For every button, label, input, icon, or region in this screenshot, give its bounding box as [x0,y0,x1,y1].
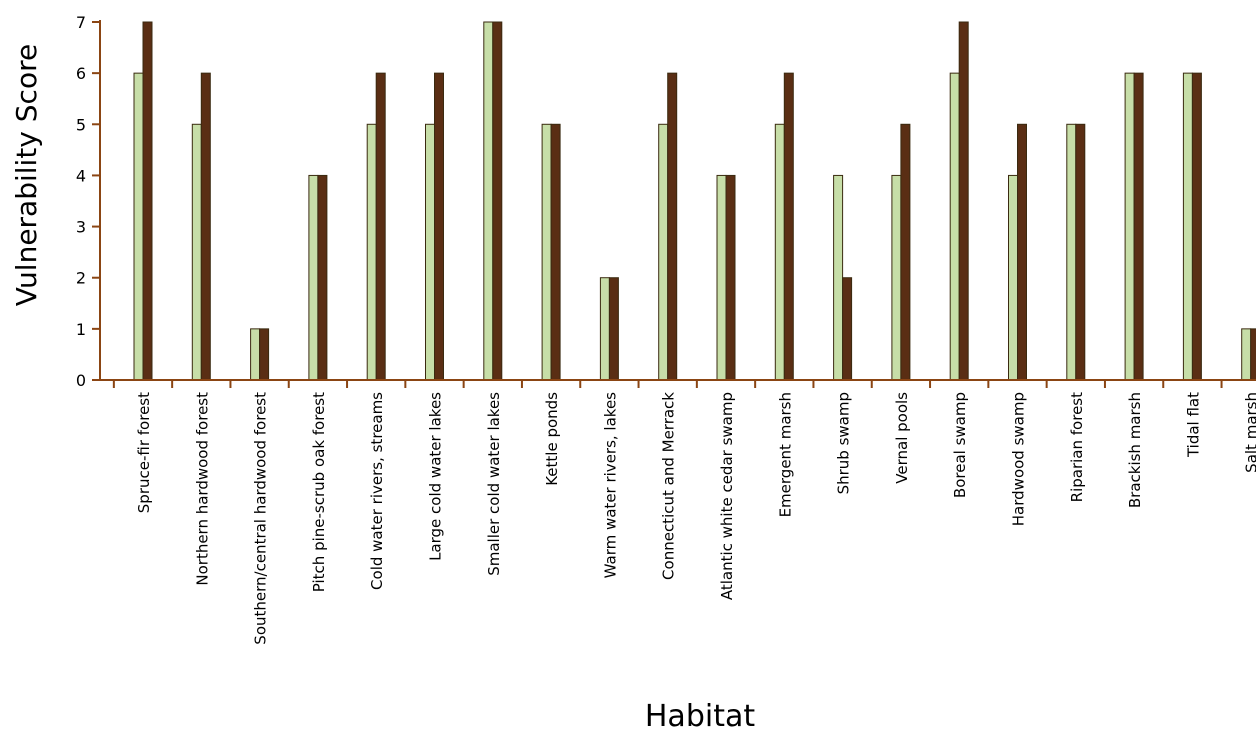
bar-series-0-5 [425,123,435,381]
bar-series-0-7 [541,123,552,381]
category-label-3: Pitch pine-scrub oak forest [310,392,328,592]
bar-series-1-5 [434,72,444,381]
y-tick-label-1: 1 [76,320,86,339]
bar-series-1-17 [1133,72,1144,381]
category-label-12: Shrub swamp [835,392,853,494]
bar-series-0-17 [1124,72,1135,381]
labels-group: 0 1 2 3 4 5 6 7 Spruce-fir forest Northern hardwo… [76,13,1256,645]
bar-series-1-2 [259,328,270,381]
category-label-16: Riparian forest [1068,392,1086,502]
bar-series-0-0 [133,72,144,381]
bar-series-0-1 [191,123,202,381]
bars-group [133,21,1256,381]
bar-series-1-7 [550,123,561,381]
category-label-9: Connecticut and Merrack [660,392,678,580]
bar-series-1-10 [725,174,736,381]
bar-series-1-12 [842,277,853,381]
bar-series-0-18 [1182,72,1193,381]
category-label-11: Emergent marsh [776,392,794,517]
bar-series-1-0 [142,21,153,381]
y-tick-label-5: 5 [76,115,86,134]
bar-series-1-8 [608,277,619,381]
category-label-15: Hardwood swamp [1010,392,1028,526]
bar-series-0-4 [366,123,377,381]
category-label-19: Salt marsh [1243,392,1256,473]
y-tick-label-2: 2 [76,269,86,288]
bar-series-0-8 [599,277,610,381]
bar-series-1-4 [375,72,386,381]
bar-series-0-3 [308,174,319,381]
category-label-0: Spruce-fir forest [135,392,153,513]
bar-series-1-9 [667,72,678,381]
category-label-5: Large cold water lakes [427,392,445,561]
bar-series-1-13 [900,123,911,381]
bar-series-1-18 [1191,72,1202,381]
bar-series-1-16 [1075,123,1086,381]
bar-series-0-2 [250,328,261,381]
x-axis-title: Habitat [645,699,755,734]
category-label-1: Northern hardwood forest [193,392,211,586]
bar-series-0-19 [1241,328,1252,381]
category-label-4: Cold water rivers, streams [368,392,386,590]
bar-series-1-11 [783,72,794,381]
category-label-6: Smaller cold water lakes [485,392,503,576]
category-label-18: Tidal flat [1184,392,1202,458]
category-label-10: Atlantic white cedar swamp [718,392,736,600]
y-tick-label-3: 3 [76,218,86,237]
category-label-2: Southern/central hardwood forest [252,392,270,645]
bar-series-1-14 [958,21,969,381]
bar-series-1-1 [200,72,211,381]
bar-series-1-6 [492,21,503,381]
bar-series-0-10 [716,174,727,381]
y-tick-label-0: 0 [76,371,86,390]
bar-series-0-13 [891,174,902,381]
category-label-7: Kettle ponds [543,392,561,486]
y-tick-label-6: 6 [76,64,86,83]
y-axis-title: Vulnerability Score [10,44,43,306]
bar-series-0-9 [658,123,669,381]
bar-series-1-3 [317,174,328,381]
bar-series-1-19 [1250,328,1256,381]
category-label-17: Brackish marsh [1126,392,1144,508]
category-label-14: Boreal swamp [951,392,969,498]
y-tick-label-7: 7 [76,13,86,32]
bar-series-0-15 [1008,174,1018,381]
bar-series-0-11 [774,123,785,381]
y-tick-label-4: 4 [76,166,86,185]
axes-group [92,20,1256,388]
bar-series-0-16 [1066,123,1077,381]
bar-series-0-6 [483,21,494,381]
bar-series-0-14 [949,72,960,381]
bar-series-0-12 [833,174,844,381]
bar-series-1-15 [1017,123,1027,381]
category-label-13: Vernal pools [893,392,911,484]
category-label-8: Warm water rivers, lakes [601,392,619,579]
